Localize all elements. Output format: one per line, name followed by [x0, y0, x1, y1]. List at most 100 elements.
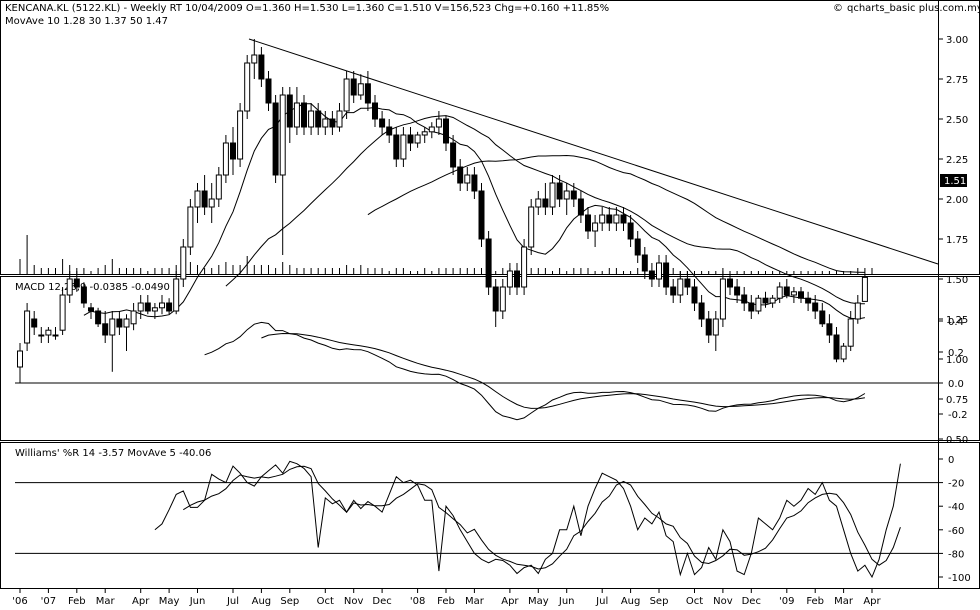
candle-body — [727, 278, 733, 288]
volume-bar — [807, 271, 809, 274]
candle-body — [648, 270, 655, 280]
volume-bar — [211, 268, 213, 274]
x-tick-label: Jul — [226, 596, 239, 607]
volume-bar — [83, 268, 85, 274]
candle-body — [585, 214, 591, 232]
current-price-tag: 1.51 — [940, 174, 967, 187]
candle-body — [741, 294, 748, 304]
macd-title: MACD 12,26,9 -0.0385 -0.0490 — [15, 282, 170, 293]
price-tick-label: 2.50 — [946, 115, 968, 126]
volume-bar — [772, 271, 774, 274]
candle-body — [407, 134, 414, 144]
volume-bar — [814, 271, 816, 274]
moving-average-50 — [367, 154, 865, 273]
candle-body — [443, 118, 449, 144]
macd-tick-label: 0.4 — [948, 317, 964, 328]
candle-body — [613, 214, 620, 224]
macd-line — [204, 321, 866, 421]
volume-bar — [189, 262, 191, 274]
wr-line — [154, 460, 901, 579]
candle-body — [854, 302, 861, 320]
candle-body — [570, 190, 577, 200]
candle-body — [293, 102, 300, 128]
candle-body — [215, 174, 222, 200]
candle-body — [322, 118, 329, 128]
volume-bar — [779, 271, 781, 274]
volume-bar — [232, 265, 234, 274]
volume-bar — [559, 268, 561, 274]
candle-body — [272, 102, 279, 176]
candle-body — [130, 310, 137, 325]
x-tick-label: Apr — [863, 596, 881, 607]
candle-body — [17, 350, 23, 368]
candle-body — [414, 134, 421, 144]
volume-bar — [161, 268, 163, 274]
volume-bar — [495, 271, 497, 274]
candle-body — [812, 302, 819, 312]
wr-tick-label: -80 — [948, 549, 964, 560]
price-tick-label: 3.00 — [946, 35, 968, 46]
price-tick-label: 1.75 — [946, 235, 968, 246]
candle-body — [144, 302, 151, 312]
candle-body — [123, 318, 130, 328]
volume-bar — [466, 268, 468, 274]
moving-averages — [83, 103, 865, 320]
candle-body — [656, 262, 662, 280]
price-panel-frame — [0, 0, 980, 275]
candle-body — [194, 190, 201, 208]
candle-body — [258, 54, 265, 80]
x-tick-label: Apr — [501, 596, 519, 607]
candle-body — [59, 294, 66, 331]
macd-tick-label: -0.2 — [948, 410, 968, 421]
volume-bar — [857, 268, 859, 274]
candle-body — [428, 126, 435, 133]
candle-body — [251, 54, 258, 64]
candle-body — [137, 302, 144, 312]
candle-body — [159, 302, 165, 309]
candle-body — [372, 102, 378, 120]
candle-body — [386, 126, 393, 136]
wr-panel-frame — [0, 442, 980, 589]
candle-body — [230, 142, 236, 160]
volume-bar — [104, 265, 106, 274]
candle-body — [180, 246, 187, 280]
volume-bar — [289, 265, 291, 274]
x-tick-label: '07 — [41, 596, 56, 607]
x-tick-label: Sep — [280, 596, 299, 607]
candle-body — [840, 345, 847, 360]
wr-moving-average-line — [183, 465, 901, 570]
volume-bar — [282, 262, 284, 274]
candle-body — [173, 278, 180, 312]
volume-bar — [502, 268, 504, 274]
volume-bar — [594, 271, 596, 274]
volume-bar — [410, 271, 411, 274]
volume-bar — [246, 256, 248, 274]
candle-body — [677, 278, 684, 296]
candle-body — [521, 246, 528, 288]
volume-bar — [204, 268, 206, 274]
volume-bar — [402, 268, 404, 274]
macd-tick-label: 0.2 — [948, 348, 964, 359]
current-price-label: 1.51 — [944, 176, 966, 187]
volume-bar — [62, 259, 64, 274]
candle-body — [506, 270, 513, 288]
x-tick-label: '08 — [410, 596, 425, 607]
volume-bar — [367, 268, 369, 274]
candle-body — [748, 302, 755, 312]
candle-body — [833, 334, 840, 360]
candle-body — [684, 278, 691, 288]
candle-body — [222, 142, 229, 176]
volume-bar — [672, 268, 674, 274]
wr-tick-label: 0 — [948, 455, 954, 466]
candle-body — [201, 190, 208, 208]
volume-bar — [55, 268, 56, 274]
volume-bar — [573, 268, 575, 274]
price-tick-label: 0.75 — [946, 395, 968, 406]
x-tick-label: Mar — [834, 596, 854, 607]
candle-body — [31, 318, 38, 328]
candle-body — [265, 78, 272, 104]
volume-bar — [175, 265, 177, 274]
moving-average-30 — [225, 115, 865, 305]
macd-lines — [204, 321, 866, 421]
volume-bar — [566, 271, 568, 274]
